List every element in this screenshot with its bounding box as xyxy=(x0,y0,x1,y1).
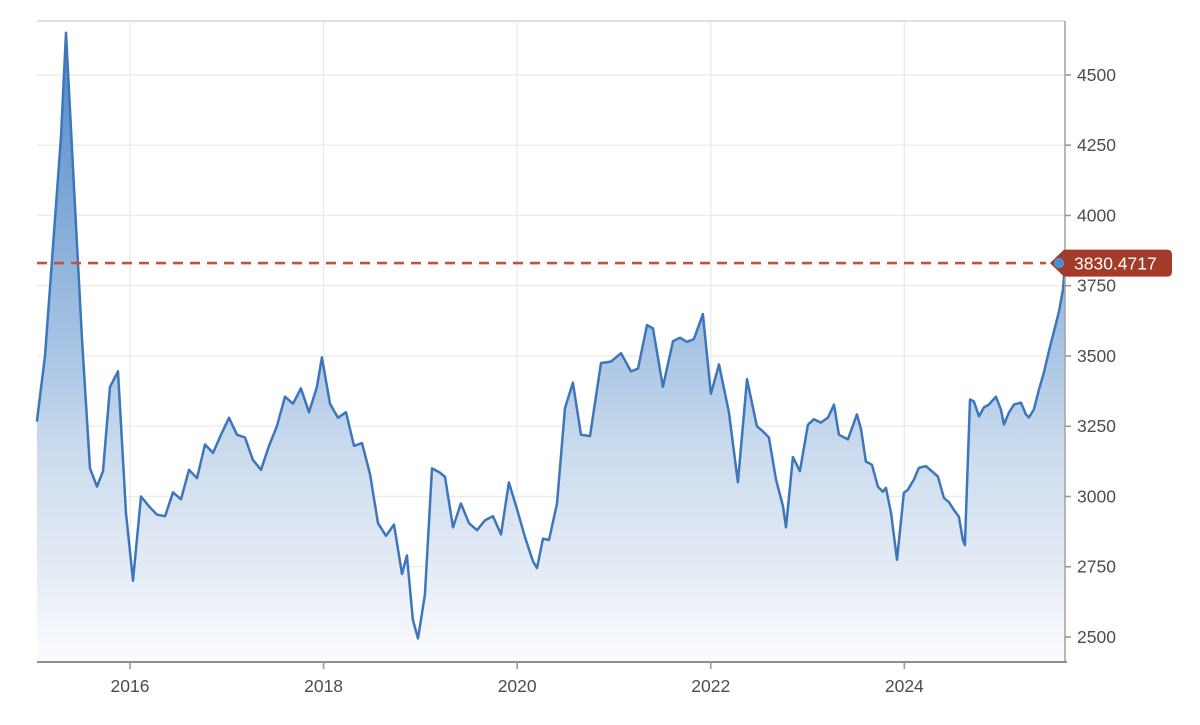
x-axis-tick-label: 2022 xyxy=(691,676,730,696)
y-axis-tick-label: 3500 xyxy=(1077,346,1116,366)
current-value-badge-text: 3830.4717 xyxy=(1074,254,1157,274)
current-value-badge-shape xyxy=(1050,249,1172,277)
y-axis-tick-label: 4000 xyxy=(1077,205,1116,225)
y-axis-tick-label: 3250 xyxy=(1077,416,1116,436)
series-area xyxy=(37,32,1065,663)
x-axis-tick-label: 2024 xyxy=(885,676,924,696)
endpoint-marker-dot xyxy=(1053,257,1065,269)
x-axis-tick-label: 2018 xyxy=(304,676,343,696)
y-axis: 2500 2750 3000 3250 3500 3750 4000 4250 4500 xyxy=(1065,65,1116,647)
y-axis-tick-label: 3750 xyxy=(1077,276,1116,296)
y-axis-tick-label: 2750 xyxy=(1077,557,1116,577)
x-axis-tick-label: 2016 xyxy=(111,676,150,696)
y-axis-tick-label: 2500 xyxy=(1077,627,1116,647)
x-axis: 2016 2018 2020 2022 2024 xyxy=(111,662,924,696)
series-line xyxy=(35,31,1067,640)
y-axis-tick-label: 4500 xyxy=(1077,65,1116,85)
y-axis-tick-label: 3000 xyxy=(1077,486,1116,506)
current-value-badge: 3830.4717 xyxy=(1050,249,1172,277)
y-axis-tick-label: 4250 xyxy=(1077,135,1116,155)
x-axis-tick-label: 2020 xyxy=(498,676,537,696)
